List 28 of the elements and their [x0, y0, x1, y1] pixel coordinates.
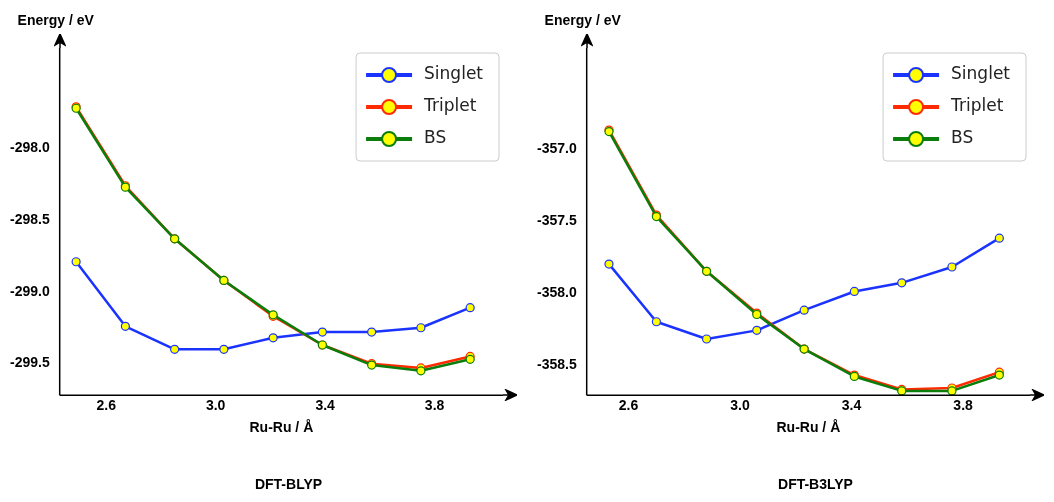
- legend-label: Triplet: [423, 95, 477, 116]
- y-axis-title: Energy / eV: [544, 11, 622, 28]
- x-tick-label: 3.0: [205, 397, 226, 414]
- legend-label: BS: [951, 127, 974, 148]
- x-tick-label: 2.6: [96, 397, 117, 414]
- legend-label: Triplet: [950, 95, 1004, 116]
- y-tick-label: -358.0: [536, 283, 577, 300]
- x-tick-label: 3.4: [841, 397, 862, 414]
- y-tick-label: -298.0: [9, 139, 50, 156]
- x-axis-title: Ru-Ru / Å: [249, 419, 314, 436]
- y-tick-label: -357.0: [536, 139, 577, 156]
- legend-label: Singlet: [424, 63, 484, 84]
- y-tick-label: -299.0: [9, 282, 50, 299]
- x-tick-label: 3.8: [424, 397, 445, 414]
- x-tick-label: 2.6: [618, 397, 639, 414]
- legend-label: BS: [424, 127, 447, 148]
- text: DFT-BLYP: [253, 476, 324, 492]
- x-tick-label: 3.4: [315, 397, 336, 414]
- x-tick-label: 3.8: [953, 397, 974, 414]
- x-tick-label: 3.0: [730, 397, 750, 414]
- y-tick-label: -357.5: [536, 211, 577, 228]
- x-axis-title: Ru-Ru / Å: [776, 419, 841, 436]
- y-tick-label: -298.5: [9, 211, 50, 228]
- text: DFT-B3LYP: [777, 476, 854, 492]
- y-axis-title: Energy / eV: [17, 11, 95, 28]
- y-tick-label: -299.5: [9, 354, 50, 371]
- y-tick-label: -358.5: [536, 355, 577, 372]
- legend-label: Singlet: [951, 63, 1011, 84]
